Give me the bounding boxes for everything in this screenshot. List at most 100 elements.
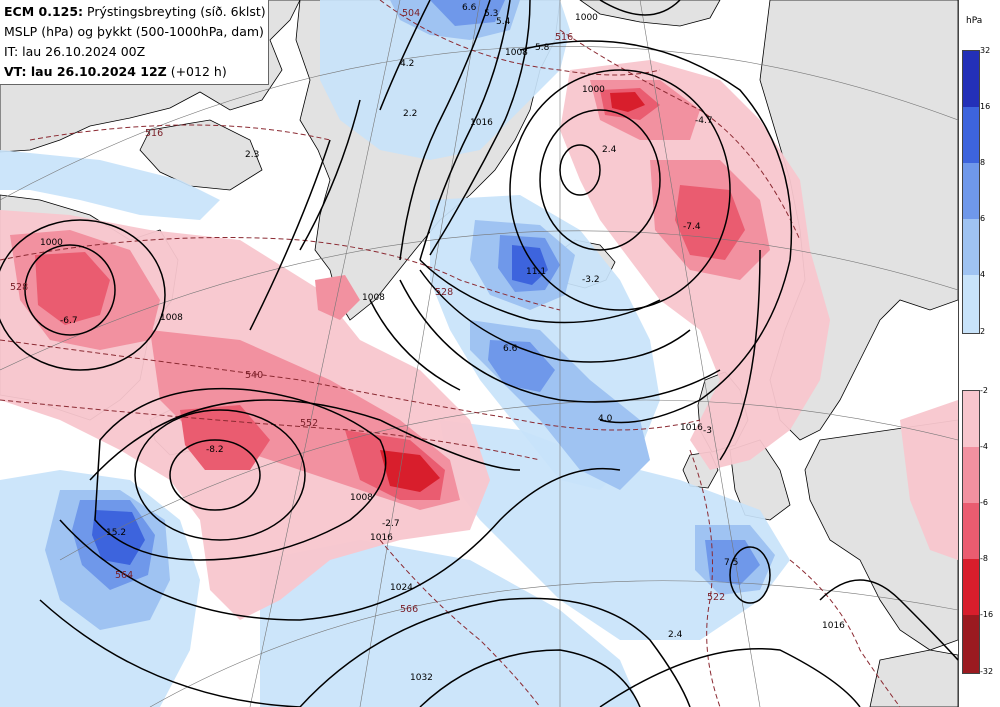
land-svalbard <box>579 0 721 27</box>
isobar-low-labrador-1 <box>24 244 116 336</box>
legend-fall-cell <box>963 391 979 447</box>
isobar-atlantic-2 <box>59 467 621 621</box>
legend-rise-cell <box>963 163 979 219</box>
fall-strong-band <box>180 405 270 470</box>
legend-rise-tick: 8 <box>980 158 986 167</box>
isobar-label: 1016 <box>680 423 703 433</box>
isobar-label: 1000 <box>40 238 63 248</box>
value-label: 7.5 <box>724 558 738 568</box>
legend-fall-cell <box>963 503 979 559</box>
map-header: ECM 0.125: Prýstingsbreyting (síð. 6klst… <box>0 0 269 85</box>
value-label: 5.3 <box>484 9 498 19</box>
thickness-label: 528 <box>435 287 453 298</box>
rise-area-greenland-west <box>0 150 220 220</box>
isobar-label: 1032 <box>410 673 433 683</box>
isobar-label: 1008 <box>505 48 528 58</box>
pressure-change-fields <box>0 0 958 707</box>
legend-fall-tick: -4 <box>980 442 988 451</box>
isobar-label: 1016 <box>370 533 393 543</box>
thickness-labels: 504 516 528 540 552 566 528 516 522 564 <box>10 8 725 615</box>
isobar-greenland-9 <box>299 99 361 251</box>
thickness-label: 516 <box>145 128 163 139</box>
value-label: 2.2 <box>403 109 417 119</box>
fall-core-band <box>380 450 440 492</box>
thickness-lines <box>0 0 901 707</box>
isobar-label: 1000 <box>575 13 598 23</box>
isobar-greenland-3 <box>429 0 531 256</box>
legend-fall-cell <box>963 447 979 503</box>
isobar-label: 1008 <box>350 493 373 503</box>
isobar-label: 1016 <box>470 118 493 128</box>
legend-rise-bar <box>962 50 980 334</box>
isobar-low-norway-3 <box>509 69 731 311</box>
isobar-atlantic-1 <box>89 399 521 481</box>
fall-mid-greenland <box>315 275 360 320</box>
value-label: 2.4 <box>668 630 683 640</box>
legend-rise-tick: 16 <box>980 102 991 111</box>
value-label: 4.2 <box>400 59 414 69</box>
isobar-east-1 <box>719 249 761 461</box>
legend-rise-tick: 6 <box>980 214 986 223</box>
thickness-label: 552 <box>300 418 318 429</box>
legend-rise-tick: 4 <box>980 270 986 279</box>
thickness-label: 528 <box>10 282 28 293</box>
isobar-greenland-7 <box>369 299 461 391</box>
isobar-arctic-2 <box>599 0 681 16</box>
lead-time: (+012 h) <box>166 64 227 79</box>
thickness-label: 504 <box>402 8 420 19</box>
isobar-low-norway-2 <box>539 109 661 251</box>
isobar-low-nfld-3 <box>94 387 387 561</box>
isobar-azores <box>599 647 861 707</box>
fall-strong-east <box>675 185 745 260</box>
value-label: 4.0 <box>598 414 613 424</box>
value-label: -6.7 <box>60 316 78 326</box>
init-time: IT: lau 26.10.2024 00Z <box>4 44 146 59</box>
thickness-label: 516 <box>555 32 573 43</box>
isobar-low-nfld-1 <box>169 439 261 511</box>
isobar-label: 1016 <box>822 621 845 631</box>
graticule <box>0 0 958 707</box>
rise-area-north <box>320 0 570 160</box>
valid-time: VT: lau 26.10.2024 12Z <box>4 64 167 79</box>
header-line-4: VT: lau 26.10.2024 12Z (+012 h) <box>4 63 227 81</box>
header-line-2: MSLP (hPa) og þykkt (500-1000hPa, dam) <box>4 24 264 39</box>
value-label: -4.7 <box>695 116 713 126</box>
field-name: Prýstingsbreyting (síð. 6klst) <box>83 4 266 19</box>
isobar-low-labrador-2 <box>0 219 166 371</box>
legend-rise-cell <box>963 51 979 107</box>
legend-unit: hPa <box>966 16 983 26</box>
rise-max-north <box>430 0 505 26</box>
thickness-label: 564 <box>115 570 133 581</box>
legend-fall-tick: -32 <box>980 667 994 676</box>
isobar-labels: 1000 1008 1016 1000 1008 1016 1024 1032 … <box>40 13 845 683</box>
isobar-greenland-4 <box>419 259 661 324</box>
legend-rise-cell <box>963 107 979 163</box>
value-label: -3.2 <box>582 275 600 285</box>
model-name: ECM 0.125: <box>4 4 84 19</box>
value-label: -2.7 <box>382 519 400 529</box>
isobar-label: 1008 <box>160 313 183 323</box>
land-baffin <box>139 119 263 191</box>
legend-fall-tick: -6 <box>980 498 988 507</box>
isobar-greenland-6 <box>399 279 721 403</box>
legend-fall-tick: -16 <box>980 610 994 619</box>
fall-area-east <box>900 400 958 560</box>
isobar-greenland-1 <box>399 0 491 261</box>
value-label: -3 <box>703 426 712 436</box>
rise-max-southwest-core <box>92 510 145 565</box>
value-label: 6.6 <box>462 3 477 13</box>
value-label: 5.4 <box>496 17 511 27</box>
isobar-east-small <box>729 546 771 604</box>
value-label: 11.1 <box>526 267 546 277</box>
isobar-label: 1024 <box>390 583 413 593</box>
thickness-label: 566 <box>400 604 418 615</box>
weather-map[interactable]: 1000 1008 1016 1000 1008 1016 1024 1032 … <box>0 0 958 707</box>
legend-fall-cell <box>963 559 979 615</box>
header-line-1: ECM 0.125: Prýstingsbreyting (síð. 6klst… <box>4 3 266 21</box>
value-labels: 6.6 5.3 5.4 5.8 4.2 2.2 2.3 -4.7 2.4 -7.… <box>60 3 738 640</box>
isobar-atlantic-5 <box>419 649 641 707</box>
thickness-label: 540 <box>245 370 263 381</box>
isobar-greenland-5 <box>419 269 691 363</box>
isobar-label: 1008 <box>362 293 385 303</box>
legend-fall-bar <box>962 390 980 674</box>
